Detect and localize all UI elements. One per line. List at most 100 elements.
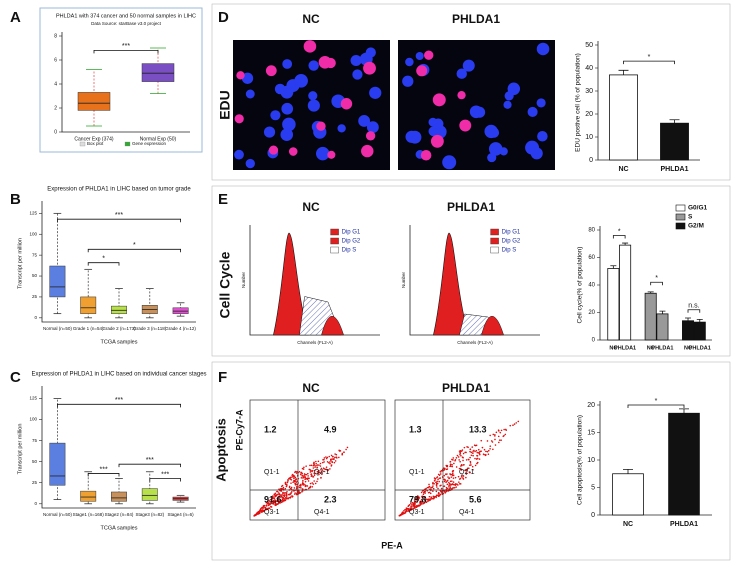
event [477,452,480,454]
box [141,63,175,82]
significance-bracket [118,463,181,468]
event [276,503,278,505]
event [494,444,497,446]
event [432,485,434,487]
event [299,484,301,487]
panel-f-frame [211,361,731,561]
edu-nucleus [459,119,472,132]
event [419,502,422,505]
event [284,482,287,485]
x-tick-label: NC [623,521,633,528]
edu-nucleus [288,147,298,156]
box [49,265,66,298]
event [263,509,266,512]
legend-label: Dip G2 [342,239,361,245]
event [440,487,443,490]
event [313,469,316,472]
event [429,498,431,501]
legend-label: Dip G1 [502,230,521,236]
event [289,487,292,490]
event [318,464,320,466]
event [509,424,512,427]
event [474,457,476,460]
event [315,462,317,465]
nucleus [432,118,444,130]
event [494,433,496,436]
event [399,514,402,517]
event [301,482,304,485]
event [405,510,407,513]
event [334,460,337,462]
event [298,470,301,473]
event [458,483,461,485]
event [431,486,434,489]
error-bar [659,310,666,314]
event [423,495,425,498]
legend-label: Dip S [502,248,517,254]
event [329,462,331,465]
event [300,472,302,474]
event [428,485,431,488]
event [470,451,473,454]
event [465,469,468,472]
bar [644,292,657,341]
y-axis-label: Transcript per million [17,238,23,289]
event [295,481,297,484]
event [284,492,286,494]
edu-nucleus [265,65,277,77]
panel-a-frame [39,7,203,153]
event [260,511,263,513]
event [500,439,502,441]
event [315,464,317,467]
event [307,475,309,477]
y-tick-label: 100 [29,417,37,422]
event [447,490,450,492]
chart-title: Expression of PHLDA1 in LIHC based on in… [31,372,206,378]
significance-bracket [627,404,685,408]
event [415,506,418,508]
event [418,497,421,499]
event [298,490,300,493]
event [489,445,492,447]
y-tick-label: 0 [34,501,37,506]
event [301,488,304,490]
event [460,455,462,457]
event [498,430,500,432]
significance-bracket [93,50,159,54]
quadrant-name: Q2-1 [459,469,475,476]
event [318,473,320,476]
event [274,499,276,501]
significance-label: * [648,54,651,61]
event [473,449,475,452]
nucleus [442,155,457,170]
y-tick-label: 4 [54,81,57,87]
event [437,493,440,495]
event [460,465,462,467]
error-bar [669,119,680,124]
event [294,492,296,494]
event [437,487,439,490]
significance-label: *** [100,466,108,473]
g2-peak [481,316,504,336]
event [254,514,257,516]
event [491,441,494,443]
event [290,486,293,489]
event [448,481,450,484]
event [426,498,429,501]
event [293,481,296,483]
legend-swatch [330,246,339,254]
event [458,478,461,480]
event [302,479,304,482]
event [423,501,426,504]
event [278,488,280,491]
box [172,307,189,314]
event [455,486,458,488]
event [459,460,461,463]
y-tick-label: 75 [32,252,38,257]
event [413,505,416,508]
event [286,490,288,493]
event [445,473,447,476]
g1-peak [433,232,469,336]
event [454,476,457,479]
event [334,456,336,459]
